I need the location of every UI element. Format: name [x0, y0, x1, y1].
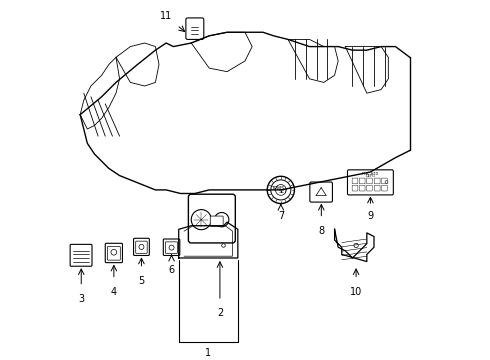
Circle shape	[191, 210, 211, 230]
Circle shape	[221, 244, 225, 247]
Text: 1: 1	[205, 347, 211, 357]
FancyBboxPatch shape	[107, 247, 121, 260]
FancyBboxPatch shape	[347, 170, 393, 195]
Text: 7: 7	[278, 211, 284, 221]
FancyBboxPatch shape	[359, 185, 365, 191]
Circle shape	[139, 244, 144, 249]
Circle shape	[354, 243, 358, 248]
Text: 3: 3	[78, 294, 84, 304]
FancyBboxPatch shape	[105, 243, 122, 263]
FancyBboxPatch shape	[163, 239, 180, 256]
Circle shape	[169, 245, 174, 250]
Circle shape	[271, 180, 291, 200]
FancyBboxPatch shape	[374, 178, 380, 184]
Circle shape	[215, 212, 229, 227]
FancyBboxPatch shape	[310, 182, 332, 202]
FancyBboxPatch shape	[382, 178, 387, 184]
FancyBboxPatch shape	[70, 244, 92, 266]
Text: 6: 6	[169, 265, 174, 275]
Text: 10: 10	[350, 287, 362, 297]
Text: 9: 9	[368, 211, 373, 221]
Text: 4: 4	[111, 287, 117, 297]
Text: TPMS: TPMS	[270, 186, 284, 190]
FancyBboxPatch shape	[359, 178, 365, 184]
FancyBboxPatch shape	[136, 241, 147, 253]
FancyBboxPatch shape	[166, 242, 178, 253]
Text: SET: SET	[278, 189, 288, 194]
Circle shape	[111, 249, 117, 255]
Text: FLR  HTD: FLR HTD	[362, 172, 379, 176]
FancyBboxPatch shape	[352, 185, 358, 191]
Text: 8: 8	[318, 226, 324, 236]
FancyBboxPatch shape	[382, 185, 387, 191]
FancyBboxPatch shape	[374, 185, 380, 191]
FancyBboxPatch shape	[352, 178, 358, 184]
FancyBboxPatch shape	[210, 216, 223, 226]
Circle shape	[275, 185, 286, 195]
Text: 5: 5	[138, 276, 145, 286]
FancyBboxPatch shape	[186, 18, 204, 39]
Text: 2: 2	[217, 308, 223, 318]
FancyBboxPatch shape	[367, 178, 372, 184]
Circle shape	[385, 181, 388, 184]
FancyBboxPatch shape	[367, 185, 372, 191]
Text: DEFG: DEFG	[366, 175, 375, 179]
FancyBboxPatch shape	[134, 238, 149, 256]
Circle shape	[267, 176, 294, 203]
FancyBboxPatch shape	[188, 194, 235, 243]
Text: 11: 11	[160, 12, 172, 22]
